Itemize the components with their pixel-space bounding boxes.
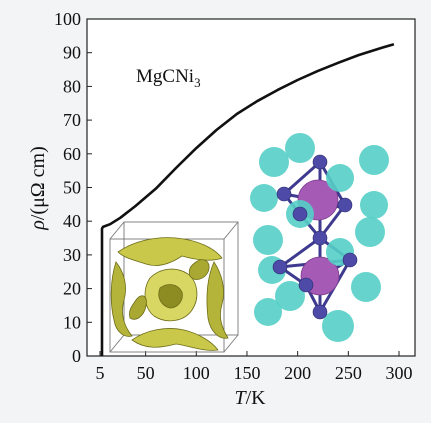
y-axis-label: ρ/(μΩ cm) [27, 146, 49, 231]
crystal-structure-inset [250, 133, 389, 342]
y-tick-label: 80 [63, 76, 81, 96]
nickel-atom [312, 230, 328, 246]
nickel-atom [276, 186, 292, 202]
magnesium-atom [355, 217, 385, 247]
magnesium-atom [322, 310, 354, 342]
nickel-atom [312, 304, 328, 320]
x-tick-label: 50 [137, 363, 155, 383]
x-tick-label: 5 [96, 363, 105, 383]
y-tick-label: 100 [54, 9, 81, 29]
y-tick-label: 10 [63, 312, 81, 332]
x-tick-label: 250 [335, 363, 362, 383]
nickel-atom [337, 197, 353, 213]
y-tick-label: 90 [63, 43, 81, 63]
nickel-atom [292, 206, 308, 222]
crystal-bond [283, 160, 321, 196]
y-tick-label: 0 [72, 346, 81, 366]
series-line [100, 43, 395, 356]
y-tick-label: 30 [63, 245, 81, 265]
nickel-atom [342, 252, 358, 268]
y-tick-label: 40 [63, 211, 81, 231]
magnesium-atom [359, 145, 389, 175]
y-tick-label: 20 [63, 279, 81, 299]
crystal-bond [279, 236, 321, 269]
x-tick-label: 100 [183, 363, 210, 383]
series-group [100, 43, 395, 356]
magnesium-atom [285, 133, 315, 163]
y-axis-ticks: 0 10 20 30 40 50 60 70 80 90 100 [54, 9, 92, 366]
y-tick-label: 50 [63, 178, 81, 198]
compound-label: MgCNi3 [136, 66, 201, 90]
x-tick-label: 150 [233, 363, 260, 383]
magnesium-atom [360, 191, 388, 219]
magnesium-atom [254, 298, 282, 326]
x-axis-label: T/K [234, 387, 266, 409]
magnesium-atom [351, 272, 381, 302]
nickel-atom [312, 154, 328, 170]
nickel-atom [272, 259, 288, 275]
y-tick-label: 60 [63, 144, 81, 164]
x-tick-label: 300 [386, 363, 413, 383]
nickel-atom [298, 277, 314, 293]
magnesium-atom [275, 281, 305, 311]
y-tick-label: 70 [63, 110, 81, 130]
magnesium-atom [253, 225, 283, 255]
fermi-surface-lobes [110, 237, 229, 351]
x-axis-ticks: 5 50 100 150 200 250 300 [96, 351, 413, 383]
magnesium-atom [326, 164, 354, 192]
fermi-surface-inset [109, 221, 239, 353]
magnesium-atom [250, 184, 278, 212]
magnesium-atom [259, 147, 289, 177]
x-tick-label: 200 [284, 363, 311, 383]
